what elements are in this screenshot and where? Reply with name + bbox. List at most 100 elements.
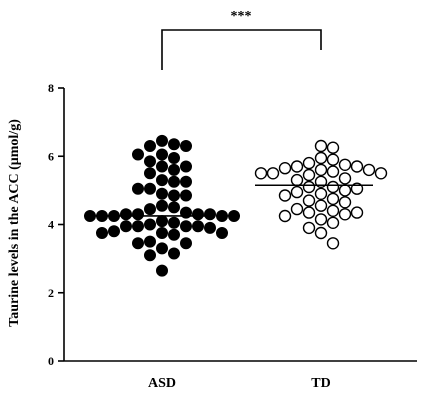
data-point-asd xyxy=(216,210,228,222)
data-point-asd xyxy=(144,182,156,195)
data-point-asd xyxy=(228,210,240,222)
data-point-asd xyxy=(168,216,180,229)
data-point-td xyxy=(326,165,340,178)
data-point-asd xyxy=(132,237,144,250)
data-point-asd xyxy=(156,174,168,187)
data-point-td xyxy=(290,160,304,173)
data-point-td xyxy=(326,204,340,218)
mean-lines xyxy=(96,184,373,217)
data-point-td xyxy=(290,173,304,187)
data-point-asd xyxy=(132,208,144,221)
data-point-asd xyxy=(120,208,132,221)
data-point-asd xyxy=(144,155,156,168)
data-point-asd xyxy=(132,220,144,233)
data-point-td xyxy=(314,213,328,226)
data-point-asd xyxy=(144,249,156,262)
data-point-asd xyxy=(144,167,156,180)
data-point-asd xyxy=(144,203,156,216)
data-point-td xyxy=(314,163,328,177)
axes xyxy=(63,88,417,362)
data-point-asd xyxy=(156,199,168,212)
data-point-td xyxy=(302,206,316,219)
data-point-asd xyxy=(108,225,120,238)
y-tick-label: 4 xyxy=(48,218,54,232)
data-point-td xyxy=(278,189,292,202)
x-category-label-asd: ASD xyxy=(148,376,176,391)
data-point-asd xyxy=(168,228,180,241)
data-point-asd xyxy=(168,175,180,188)
data-point-td xyxy=(314,139,328,153)
data-point-asd xyxy=(180,220,192,233)
data-point-asd xyxy=(144,218,156,231)
data-point-asd xyxy=(96,227,108,239)
data-point-td xyxy=(362,163,376,177)
y-tick-label: 2 xyxy=(48,286,54,300)
significance-bracket: *** xyxy=(161,9,322,70)
data-point-td xyxy=(290,185,304,199)
data-point-asd xyxy=(180,189,192,202)
data-point-asd xyxy=(180,160,192,173)
data-point-td xyxy=(302,180,316,194)
y-axis-label: Taurine levels in the ACC (μmol/g) xyxy=(7,119,22,327)
data-point-asd xyxy=(156,134,168,147)
data-point-td xyxy=(302,168,316,182)
data-point-asd xyxy=(156,227,168,239)
data-point-asd xyxy=(132,148,144,161)
y-tick-label: 6 xyxy=(48,149,54,163)
data-point-asd xyxy=(216,227,228,239)
data-point-td xyxy=(302,221,316,235)
data-point-asd xyxy=(180,175,192,188)
data-point-td xyxy=(350,160,364,173)
data-point-td xyxy=(350,206,364,219)
data-point-asd xyxy=(180,237,192,250)
y-tick-label: 0 xyxy=(48,354,54,368)
data-point-td xyxy=(338,196,352,209)
data-point-asd xyxy=(192,220,204,233)
data-point-td xyxy=(326,216,340,230)
data-point-asd xyxy=(168,201,180,214)
data-point-asd xyxy=(144,140,156,152)
data-point-asd xyxy=(168,163,180,176)
y-ticks: 0 2 4 6 8 xyxy=(48,81,64,368)
data-point-asd xyxy=(156,242,168,255)
data-point-td xyxy=(338,208,352,221)
data-point-td xyxy=(278,161,292,175)
data-point-td xyxy=(254,167,268,180)
data-point-td xyxy=(374,167,388,180)
x-category-label-td: TD xyxy=(311,376,330,391)
data-point-td xyxy=(338,184,352,197)
data-point-td xyxy=(326,180,340,194)
data-point-asd xyxy=(168,152,180,164)
data-point-td xyxy=(326,192,340,206)
data-point-td xyxy=(314,226,328,240)
y-tick-label: 8 xyxy=(48,81,54,95)
data-point-td xyxy=(314,199,328,212)
data-point-asd xyxy=(180,140,192,152)
data-point-td xyxy=(314,151,328,165)
data-point-asd xyxy=(120,220,132,233)
data-point-td xyxy=(338,158,352,172)
data-point-td xyxy=(326,153,340,166)
data-point-asd xyxy=(156,187,168,200)
data-point-asd xyxy=(144,235,156,248)
data-point-td xyxy=(338,172,352,185)
data-point-td xyxy=(266,167,280,180)
data-point-asd xyxy=(156,148,168,161)
data-point-td xyxy=(314,187,328,201)
data-point-td xyxy=(278,209,292,223)
data-point-td xyxy=(302,156,316,170)
data-point-asd xyxy=(156,264,168,277)
data-point-asd xyxy=(192,208,204,221)
data-point-asd xyxy=(132,182,144,195)
data-point-asd xyxy=(204,221,216,234)
data-points xyxy=(84,134,388,277)
data-point-td xyxy=(326,237,340,250)
data-point-td xyxy=(302,194,316,207)
data-point-asd xyxy=(156,160,168,173)
x-category-labels: ASD TD xyxy=(148,376,331,391)
data-point-td xyxy=(326,141,340,154)
data-point-asd xyxy=(168,189,180,202)
significance-bracket-line xyxy=(161,29,322,70)
significance-stars: *** xyxy=(231,9,252,24)
